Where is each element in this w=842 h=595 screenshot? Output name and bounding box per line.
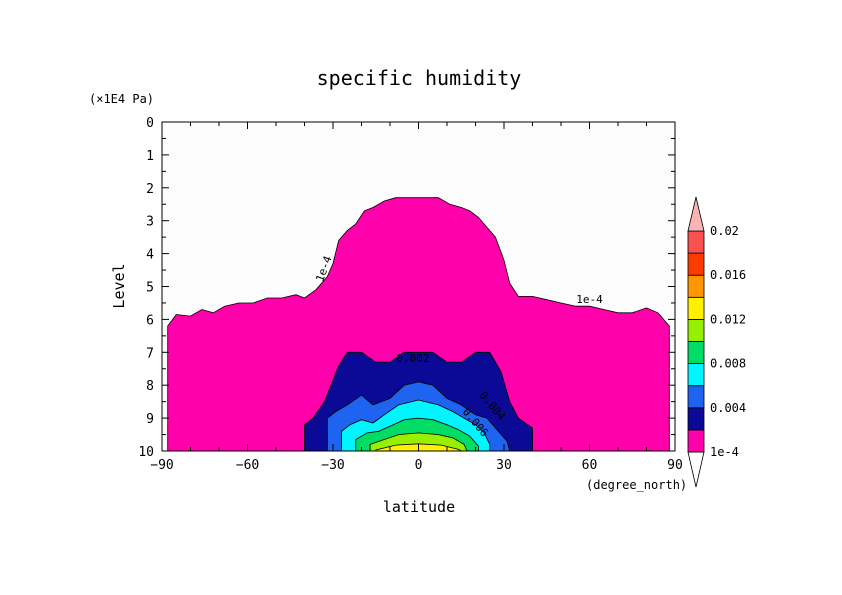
contour-fills (167, 197, 670, 452)
y-tick-label: 4 (146, 248, 154, 263)
y-tick-label: 3 (146, 215, 154, 230)
colorbar-box (687, 429, 705, 453)
y-axis-title: Level (110, 263, 128, 308)
y-tick-label: 7 (146, 346, 154, 361)
colorbar-box (687, 252, 705, 276)
contour-label: 0.002 (396, 352, 429, 365)
x-tick-label: 60 (582, 458, 598, 473)
colorbar-box (687, 318, 705, 342)
colorbar-label: 0.008 (710, 357, 746, 371)
colorbar-box (687, 230, 705, 254)
y-tick-label: 8 (146, 379, 154, 394)
y-tick-label: 9 (146, 412, 154, 427)
colorbar-label: 1e-4 (710, 445, 739, 459)
chart-title: specific humidity (317, 66, 522, 90)
x-tick-label: −30 (321, 458, 344, 473)
y-tick-label: 6 (146, 313, 154, 328)
y-tick-label: 10 (138, 445, 154, 460)
x-axis: −90 −60 −30 0 30 60 90 (150, 122, 683, 473)
y-tick-label: 5 (146, 281, 154, 296)
x-tick-label: −60 (236, 458, 259, 473)
y-axis: 0 1 2 3 4 5 6 7 8 9 10 (138, 116, 675, 460)
colorbar-box (687, 385, 705, 409)
colorbar-box (687, 274, 705, 298)
contour-label: 1e-4 (576, 293, 603, 306)
colorbar-box (687, 296, 705, 320)
colorbar-label: 0.016 (710, 268, 746, 282)
colorbar-box (687, 363, 705, 387)
y-tick-label: 1 (146, 149, 154, 164)
x-tick-label: 30 (496, 458, 512, 473)
colorbar-label: 0.02 (710, 224, 739, 238)
x-tick-label: 90 (667, 458, 683, 473)
x-tick-label: 0 (415, 458, 423, 473)
x-axis-units: (degree_north) (586, 478, 687, 492)
colorbar-box (687, 407, 705, 431)
colorbar-label: 0.004 (710, 401, 746, 415)
colorbar-box (687, 341, 705, 365)
x-axis-title: latitude (383, 498, 455, 516)
colorbar-over-triangle (687, 196, 705, 232)
colorbar: 1e-4 0.004 0.008 0.012 0.016 0.02 (687, 196, 746, 488)
y-axis-units: (×1E4 Pa) (89, 92, 154, 106)
x-tick-label: −90 (150, 458, 173, 473)
y-tick-label: 2 (146, 182, 154, 197)
y-tick-label: 0 (146, 116, 154, 131)
contour-0.0001 (167, 197, 670, 452)
colorbar-label: 0.012 (710, 312, 746, 326)
